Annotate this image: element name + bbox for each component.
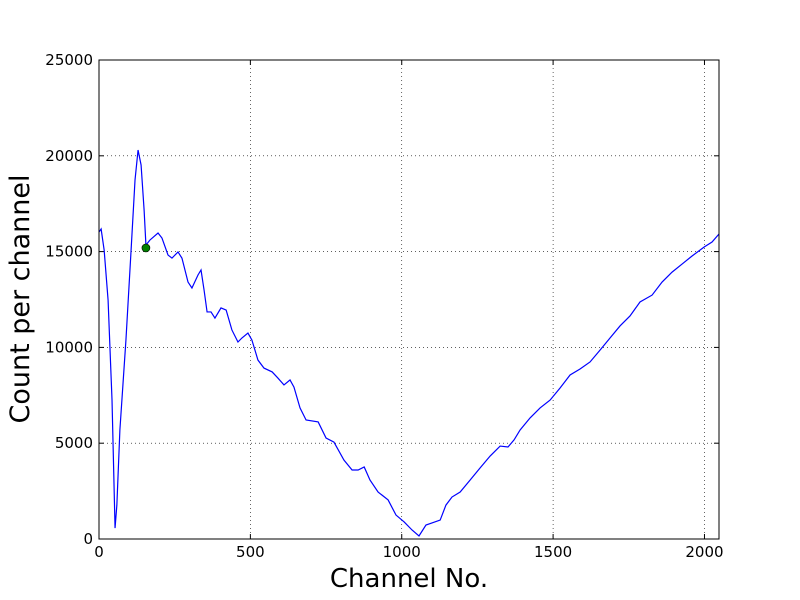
y-tick-label: 5000 <box>55 434 93 452</box>
x-tick-label: 0 <box>94 543 104 561</box>
highlight-point <box>141 243 151 253</box>
x-tick-label: 2000 <box>685 543 723 561</box>
x-tick-label: 1500 <box>534 543 572 561</box>
y-tick-label: 15000 <box>45 243 93 261</box>
y-tick-label: 25000 <box>45 51 93 69</box>
x-tick-label: 1000 <box>383 543 421 561</box>
plot-frame <box>98 59 720 540</box>
y-axis-label: Count per channel <box>5 174 36 423</box>
x-tick-label: 500 <box>236 543 265 561</box>
y-tick-label: 20000 <box>45 147 93 165</box>
x-axis-label: Channel No. <box>330 564 488 594</box>
y-tick-label: 0 <box>83 530 93 548</box>
data-line <box>98 149 720 537</box>
y-tick-label: 10000 <box>45 338 93 356</box>
